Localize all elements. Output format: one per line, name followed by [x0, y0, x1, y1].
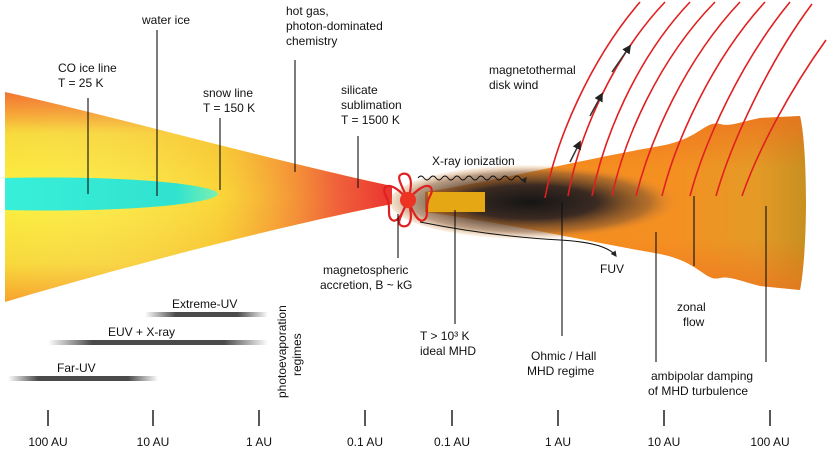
ideal-mhd-zone	[428, 192, 485, 212]
label-water-ice: water ice	[141, 13, 190, 27]
tick-label-01au-right: 0.1 AU	[434, 435, 470, 449]
tick-label-10au-right: 10 AU	[648, 435, 681, 449]
label-photoevaporation: photoevaporation regimes	[275, 302, 304, 398]
label-far-uv: Far-UV	[57, 361, 96, 375]
label-silicate: silicate sublimation T = 1500 K	[341, 83, 405, 127]
photoevaporation-bars	[8, 312, 268, 381]
wind-arrow-icon	[589, 92, 603, 117]
tick-label-1au-right: 1 AU	[545, 435, 571, 449]
label-disk-wind: magnetothermal disk wind	[489, 63, 579, 92]
leader-lines	[87, 30, 767, 362]
wind-arrow-icon	[569, 140, 581, 163]
label-ideal-mhd: T > 10³ K ideal MHD	[420, 329, 476, 358]
label-zonal-flow: zonal flow	[677, 300, 709, 329]
fuv-wiggle-icon	[419, 221, 617, 257]
star-system	[383, 172, 433, 228]
magnetosphere-loops-icon	[383, 172, 433, 228]
bar-extreme-uv	[145, 312, 268, 317]
tick-label-100au-left: 100 AU	[28, 435, 67, 449]
tick-label-100au-right: 100 AU	[750, 435, 789, 449]
ice-layer	[5, 177, 218, 211]
wind-arrow-icon	[611, 44, 632, 73]
bar-far-uv	[8, 376, 158, 381]
tick-label-10au-left: 10 AU	[137, 435, 170, 449]
label-xray: X-ray ionization	[432, 154, 515, 168]
label-snow-line: snow line T = 150 K	[203, 86, 256, 115]
label-euv-xray: EUV + X-ray	[108, 325, 175, 339]
label-ambipolar: ambipolar damping of MHD turbulence	[648, 369, 756, 398]
label-co-ice-line: CO ice line T = 25 K	[58, 61, 120, 90]
label-hot-gas: hot gas, photon-dominated chemistry	[286, 4, 386, 48]
axis-ticks	[47, 410, 771, 426]
outer-disk	[5, 92, 392, 302]
inner-disk	[390, 116, 806, 290]
label-fuv: FUV	[600, 262, 624, 276]
label-ohmic-hall: Ohmic / Hall MHD regime	[527, 349, 600, 378]
bar-euv-xray	[48, 340, 268, 345]
label-extreme-uv: Extreme-UV	[172, 297, 237, 311]
wind-arrows	[569, 44, 632, 163]
label-magnetospheric: magnetospheric accretion, B ~ kG	[320, 263, 412, 292]
radiation	[417, 175, 617, 257]
star-icon	[400, 192, 416, 208]
tick-label-01au-left: 0.1 AU	[347, 435, 383, 449]
tick-label-1au-left: 1 AU	[246, 435, 272, 449]
xray-wiggle-icon	[417, 175, 527, 184]
